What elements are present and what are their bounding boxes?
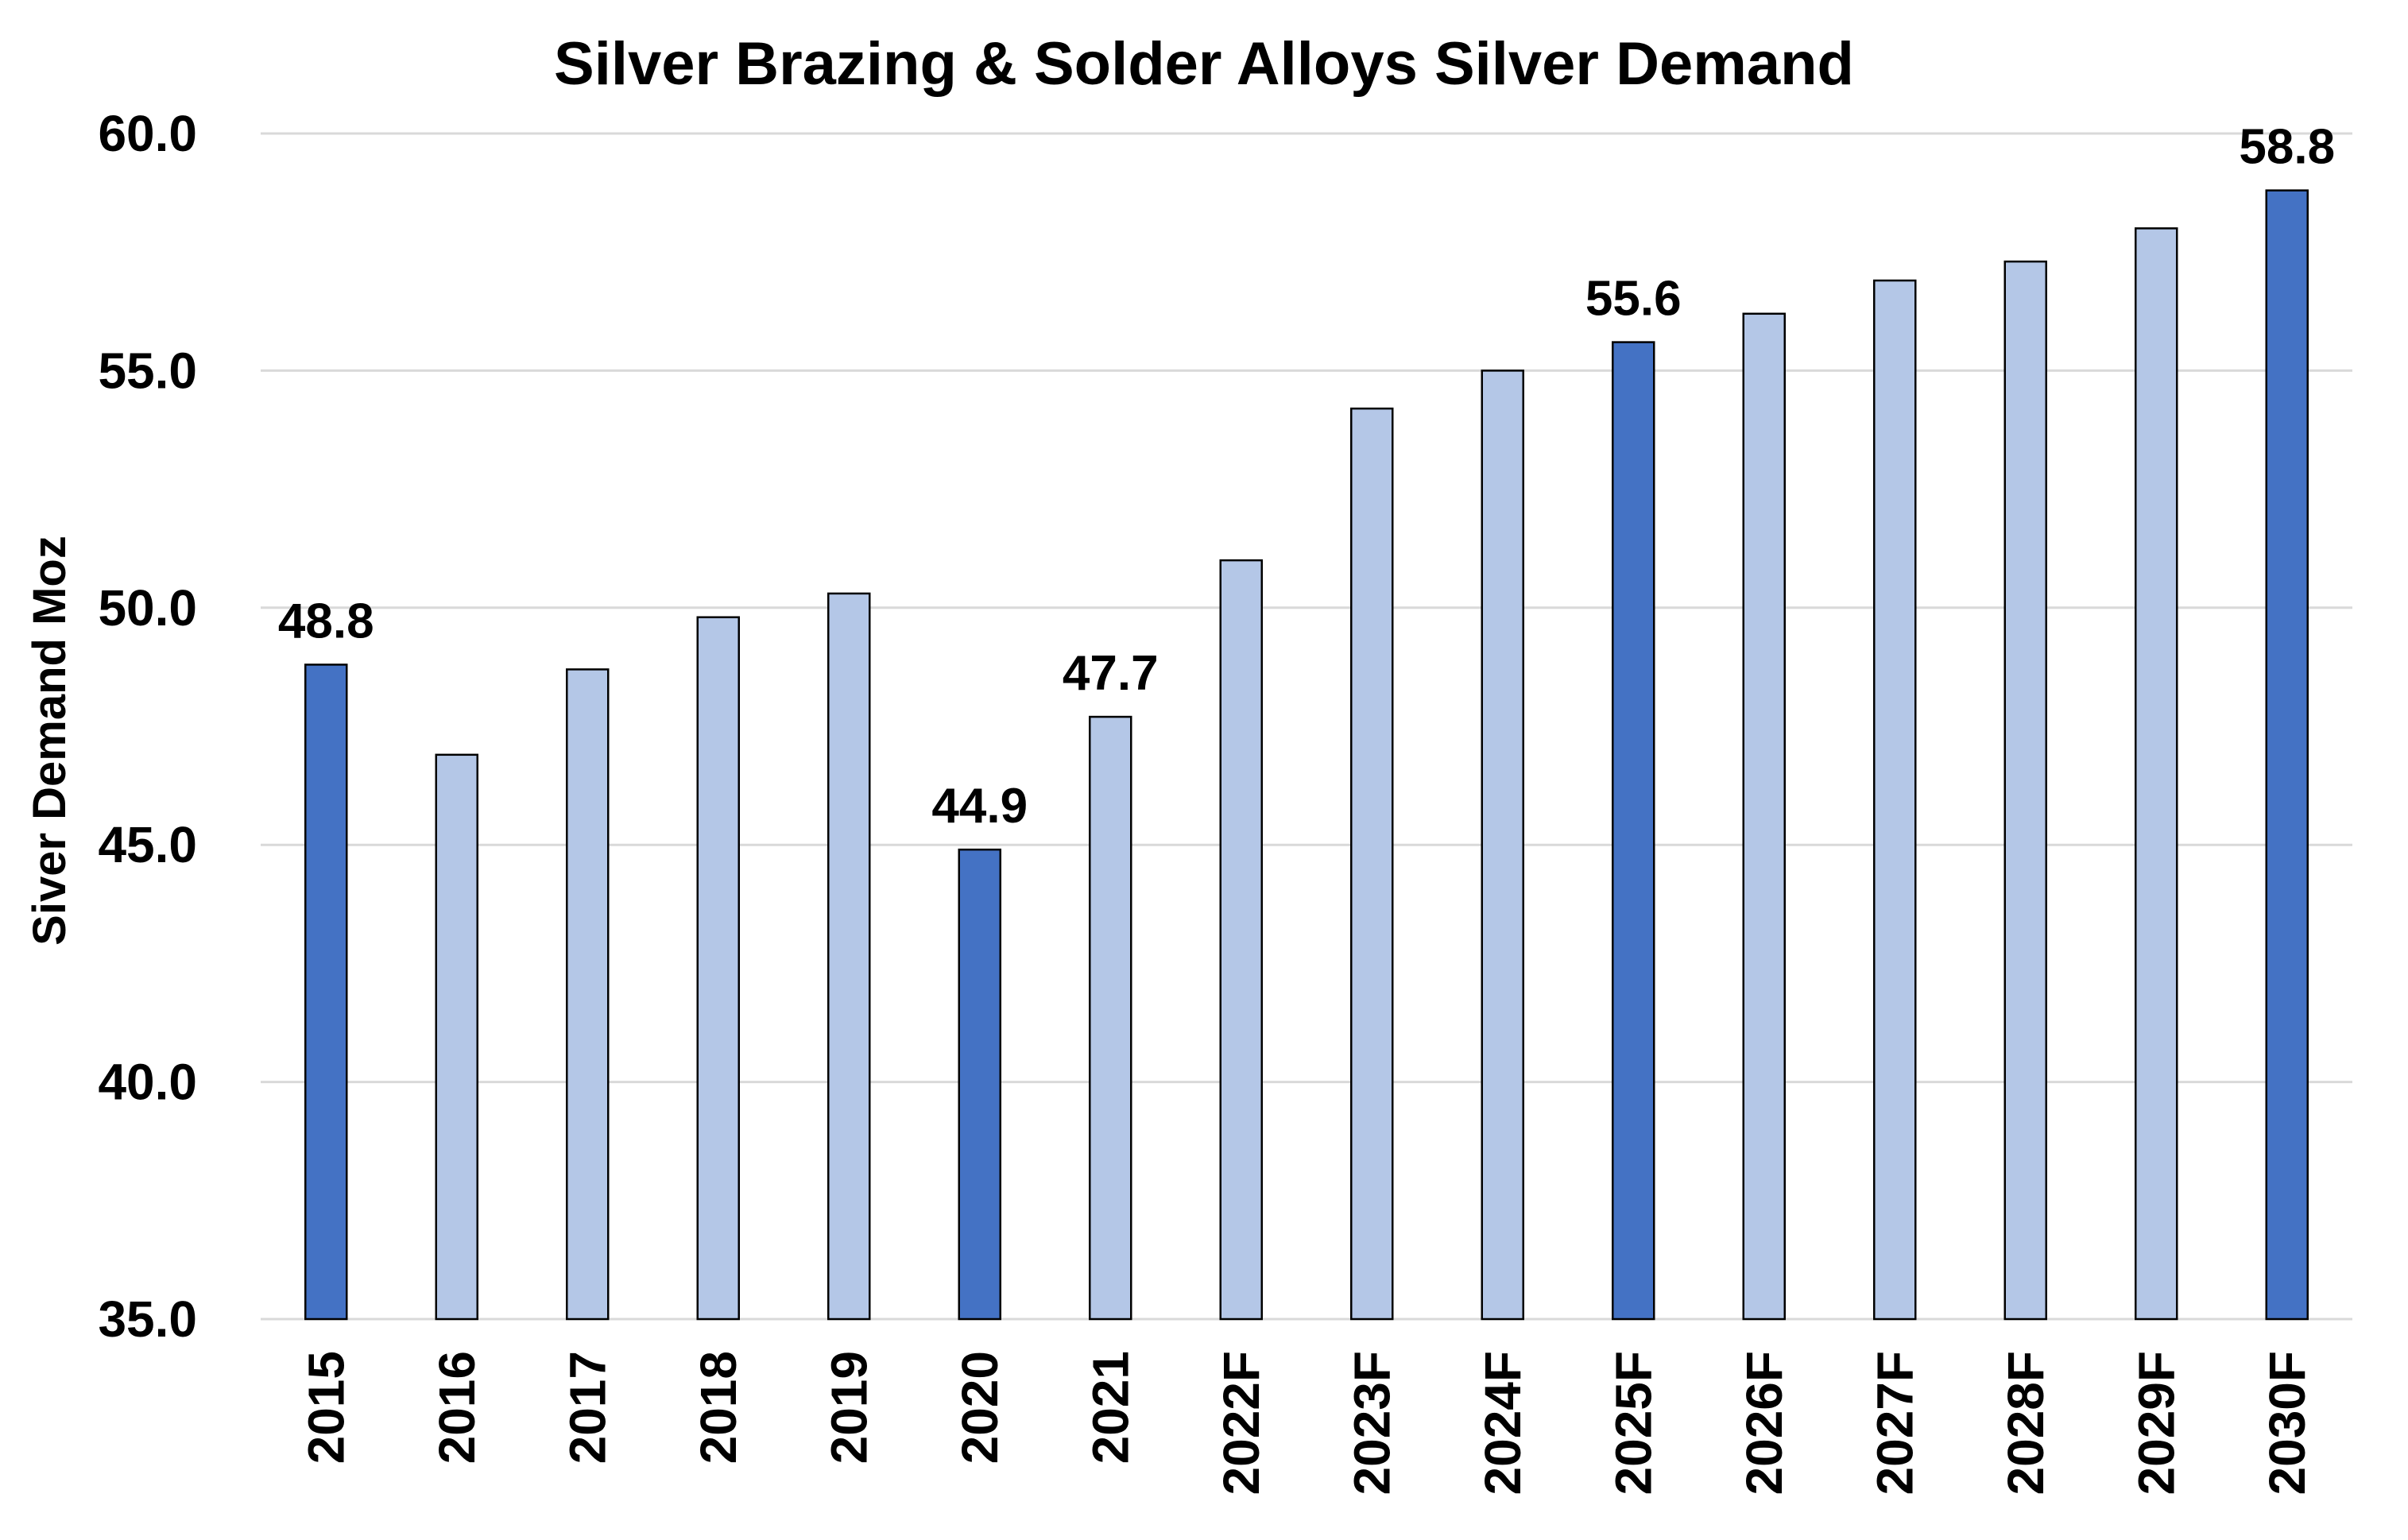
bar-2024F (1481, 370, 1524, 1321)
bar-2016 (435, 753, 478, 1321)
x-tick-label: 2026F (1736, 1351, 1793, 1495)
data-label: 47.7 (1063, 646, 1159, 701)
bar-2022F (1219, 559, 1263, 1321)
bar-2027F (1873, 279, 1917, 1321)
bar-2028F (2003, 260, 2047, 1321)
x-tick-label: 2024F (1474, 1351, 1531, 1495)
bar-2020 (958, 848, 1001, 1321)
bar-2030F (2265, 189, 2309, 1321)
x-tick-label: 2017 (559, 1351, 616, 1464)
x-tick-label: 2025F (1605, 1351, 1662, 1495)
x-tick-label: 2029F (2127, 1351, 2185, 1495)
data-label: 48.8 (278, 594, 374, 648)
x-tick-label: 2019 (820, 1351, 877, 1464)
data-label: 58.8 (2239, 120, 2335, 175)
y-tick-label: 55.0 (98, 342, 197, 399)
bar-2026F (1742, 312, 1786, 1321)
x-tick-label: 2030F (2259, 1351, 2316, 1495)
bar-2018 (696, 616, 740, 1321)
y-tick-label: 40.0 (98, 1054, 197, 1111)
x-tick-label: 2022F (1213, 1351, 1270, 1495)
bar-2021 (1089, 715, 1132, 1321)
x-tick-label: 2015 (297, 1351, 354, 1464)
chart-title: Silver Brazing & Solder Alloys Silver De… (554, 30, 1854, 98)
data-label: 55.6 (1585, 272, 1682, 327)
y-tick-label: 50.0 (98, 579, 197, 637)
x-tick-label: 2023F (1343, 1351, 1400, 1495)
bar-2019 (827, 592, 871, 1321)
y-tick-label: 60.0 (98, 105, 197, 162)
x-tick-label: 2028F (1997, 1351, 2054, 1495)
bar-2023F (1350, 407, 1394, 1321)
bar-2017 (566, 668, 610, 1321)
bar-2015 (304, 664, 348, 1321)
x-tick-label: 2027F (1866, 1351, 1923, 1495)
bar-2029F (2135, 227, 2178, 1321)
bar-2025F (1612, 341, 1655, 1321)
x-tick-label: 2018 (690, 1351, 747, 1464)
y-tick-label: 45.0 (98, 816, 197, 873)
y-tick-label: 35.0 (98, 1290, 197, 1348)
x-tick-label: 2020 (951, 1351, 1008, 1464)
x-tick-label: 2021 (1082, 1351, 1139, 1464)
x-tick-label: 2016 (428, 1351, 486, 1464)
y-axis-title: Siver Demand Moz (24, 536, 75, 946)
data-label: 44.9 (931, 779, 1028, 834)
